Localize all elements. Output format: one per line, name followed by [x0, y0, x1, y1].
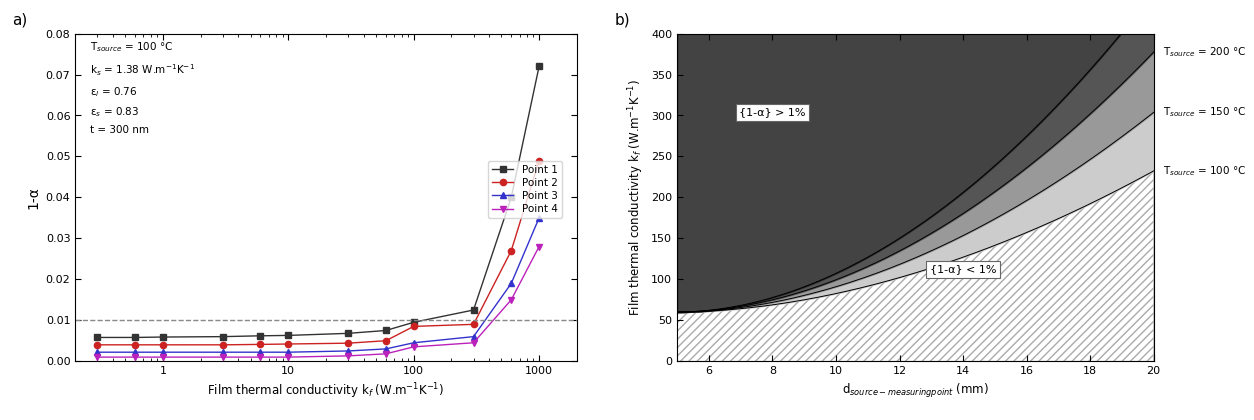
- Point 3: [466, 334, 482, 339]
- Point 4: [216, 354, 231, 360]
- Point 4: [155, 354, 171, 360]
- Point 4: [128, 354, 143, 360]
- Point 1: [90, 335, 105, 340]
- Point 3: [281, 350, 296, 355]
- Point 1: [216, 334, 231, 339]
- X-axis label: d$_{source-measuring point}$ (mm): d$_{source-measuring point}$ (mm): [841, 382, 989, 399]
- Point 2: [406, 324, 421, 329]
- Line: Point 2: Point 2: [94, 158, 542, 348]
- Point 2: [216, 342, 231, 347]
- Text: T$_{source}$ = 100 °C: T$_{source}$ = 100 °C: [1164, 164, 1246, 178]
- Point 2: [155, 342, 171, 347]
- Point 1: [341, 331, 356, 336]
- Point 3: [216, 350, 231, 355]
- Point 3: [532, 215, 547, 220]
- Point 3: [155, 350, 171, 355]
- Point 1: [281, 333, 296, 338]
- Point 2: [341, 341, 356, 346]
- Point 1: [155, 334, 171, 339]
- Point 1: [504, 195, 519, 200]
- Point 3: [90, 350, 105, 355]
- Point 1: [466, 307, 482, 312]
- Point 2: [379, 338, 394, 343]
- Point 4: [341, 353, 356, 358]
- Legend: Point 1, Point 2, Point 3, Point 4: Point 1, Point 2, Point 3, Point 4: [488, 161, 562, 218]
- Point 1: [128, 335, 143, 340]
- Text: T$_{source}$ = 150 °C: T$_{source}$ = 150 °C: [1164, 105, 1246, 119]
- Point 1: [406, 320, 421, 325]
- Line: Point 3: Point 3: [94, 215, 542, 355]
- Line: Point 1: Point 1: [94, 63, 542, 341]
- Text: {1-α} < 1%: {1-α} < 1%: [929, 265, 997, 275]
- Point 2: [90, 342, 105, 347]
- Point 4: [466, 340, 482, 345]
- Text: {1-α} > 1%: {1-α} > 1%: [739, 107, 806, 117]
- Text: b): b): [614, 13, 630, 28]
- Point 1: [379, 328, 394, 333]
- Point 3: [341, 349, 356, 354]
- Point 4: [281, 354, 296, 360]
- X-axis label: Film thermal conductivity k$_f$ (W.m$^{-1}$K$^{-1}$): Film thermal conductivity k$_f$ (W.m$^{-…: [207, 382, 445, 401]
- Point 2: [532, 158, 547, 163]
- Point 1: [532, 64, 547, 69]
- Point 4: [504, 297, 519, 302]
- Text: T$_{source}$ = 200 °C: T$_{source}$ = 200 °C: [1164, 45, 1246, 59]
- Point 1: [253, 333, 268, 339]
- Point 2: [504, 248, 519, 253]
- Y-axis label: 1-α: 1-α: [26, 186, 40, 209]
- Point 3: [379, 346, 394, 352]
- Y-axis label: Film thermal conductivity k$_f$ (W.m$^{-1}$K$^{-1}$): Film thermal conductivity k$_f$ (W.m$^{-…: [626, 79, 646, 316]
- Point 4: [532, 244, 547, 249]
- Point 2: [466, 322, 482, 327]
- Line: Point 4: Point 4: [94, 244, 542, 360]
- Point 4: [90, 354, 105, 360]
- Point 3: [504, 281, 519, 286]
- Text: a): a): [13, 13, 28, 28]
- Point 3: [253, 350, 268, 355]
- Point 4: [253, 354, 268, 360]
- Text: T$_{source}$ = 100 °C
k$_s$ = 1.38 W.m$^{-1}$K$^{-1}$
ε$_l$ = 0.76
ε$_s$ = 0.83
: T$_{source}$ = 100 °C k$_s$ = 1.38 W.m$^…: [90, 40, 196, 135]
- Point 2: [253, 342, 268, 347]
- Point 4: [406, 344, 421, 349]
- Point 4: [379, 351, 394, 356]
- Point 2: [281, 341, 296, 346]
- Point 2: [128, 342, 143, 347]
- Point 3: [406, 340, 421, 345]
- Point 3: [128, 350, 143, 355]
